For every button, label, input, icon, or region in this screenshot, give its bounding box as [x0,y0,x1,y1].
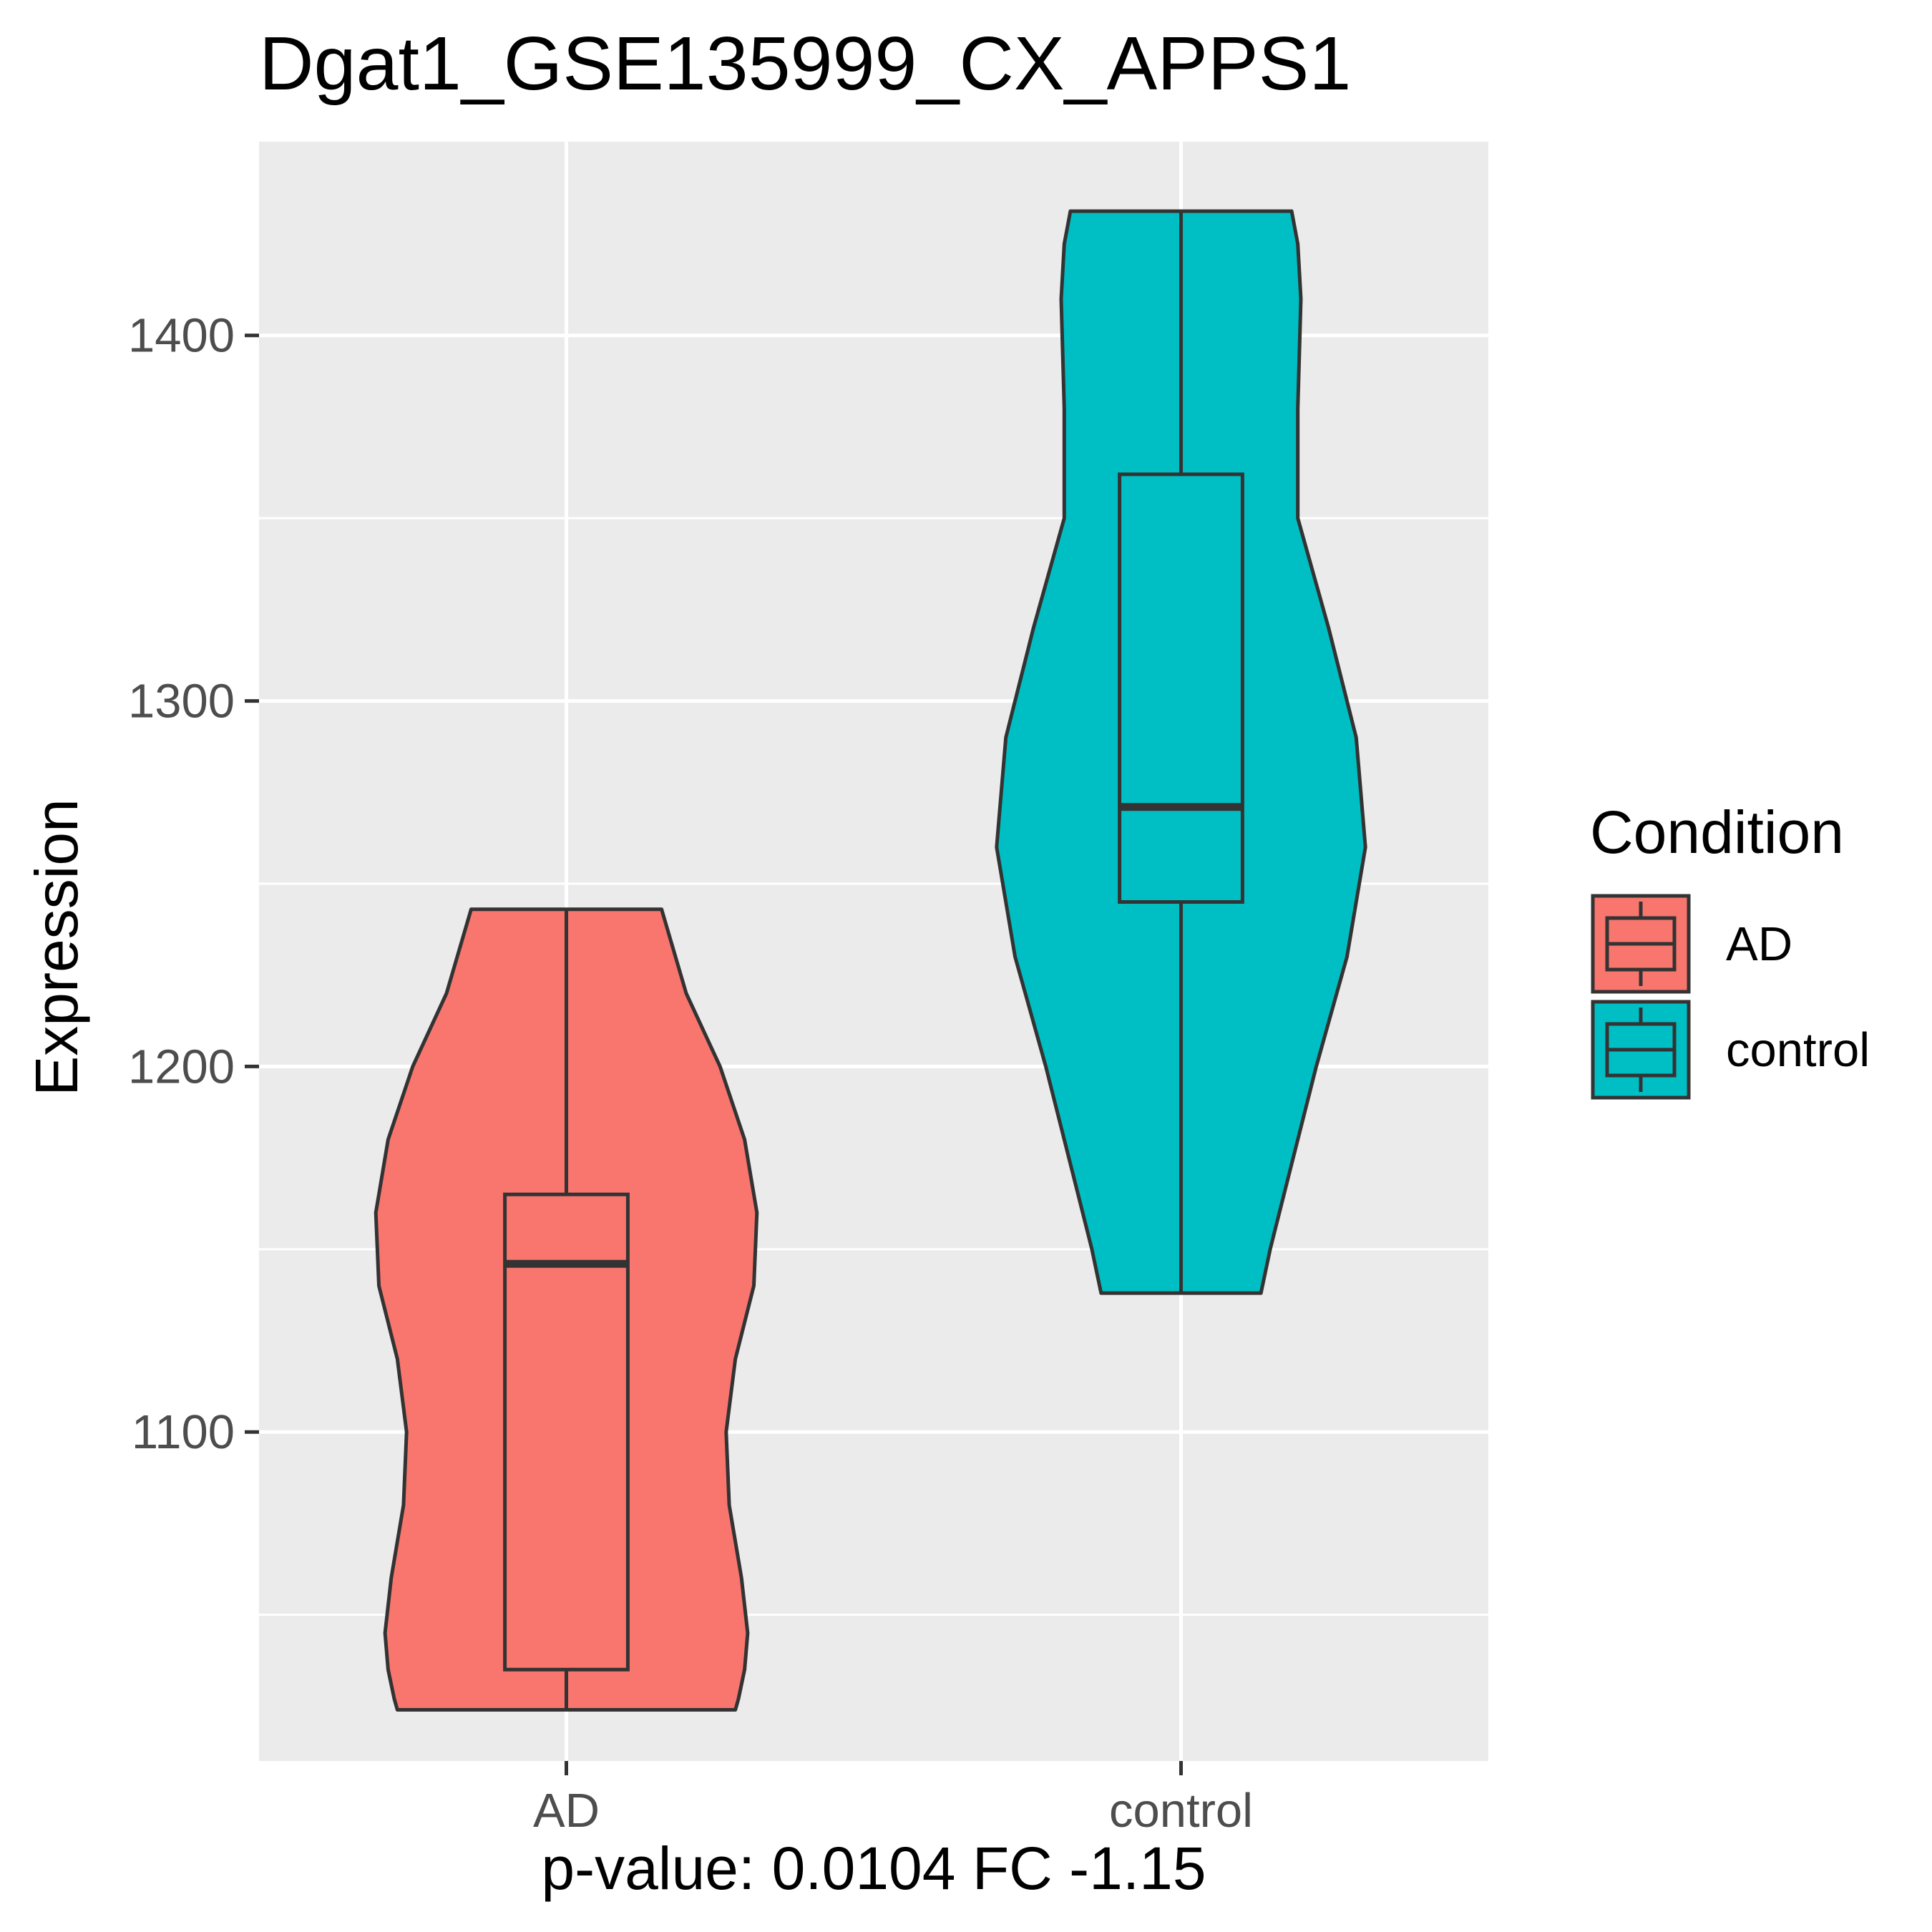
legend: Condition AD control [1590,799,1870,1100]
x-tick-label: AD [533,1784,600,1838]
y-tick-label: 1200 [128,1040,235,1093]
y-tick-label: 1100 [132,1405,235,1459]
x-tick-label: control [1109,1784,1253,1838]
y-axis-label: Expression [23,799,90,1096]
boxplots [503,211,1244,1710]
chart-title: Dgat1_GSE135999_CX_APPS1 [259,21,1351,106]
legend-item: AD [1591,894,1792,994]
box-AD [503,1192,630,1672]
y-tick-label: 1300 [128,675,235,728]
box-control [1118,472,1244,904]
legend-label: AD [1726,917,1792,971]
legend-title: Condition [1590,799,1844,866]
x-axis-label: p-value: 0.0104 FC -1.15 [541,1835,1206,1902]
y-tick-label: 1400 [128,309,235,363]
legend-label: control [1726,1023,1870,1077]
y-axis: 1100 1200 1300 1400 [128,309,259,1459]
legend-item: control [1591,1000,1870,1100]
x-axis: AD control [533,1761,1253,1838]
